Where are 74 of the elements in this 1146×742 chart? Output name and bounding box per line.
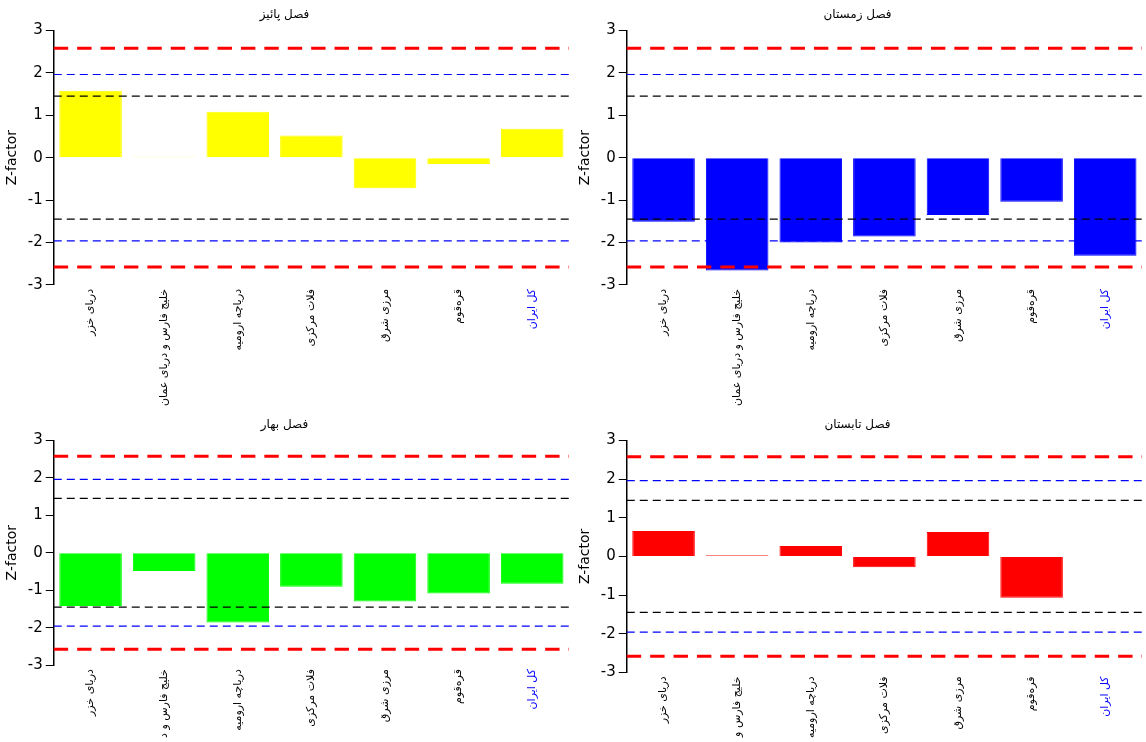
bar: [1000, 556, 1063, 598]
y-tick-label: -2: [27, 232, 43, 251]
x-tick-label: خلیج فارس و دریای عمان: [730, 288, 744, 407]
x-tick-label: فلات مرکزی: [304, 669, 318, 727]
x-tick-label: فلات مرکزی: [877, 288, 891, 347]
y-tick-label: 2: [606, 468, 616, 487]
x-tick-label: قره‌قوم: [1024, 676, 1038, 712]
y-tick-label: -1: [27, 189, 43, 208]
y-tick-label: -2: [27, 617, 43, 636]
y-tick-label: -1: [27, 580, 43, 599]
bar: [632, 530, 695, 556]
y-tick-label: -1: [600, 189, 616, 208]
x-tick-label: دریاچه ارومیه: [230, 668, 244, 731]
x-tick-label: مرزی شرق: [377, 288, 391, 343]
bar: [206, 111, 270, 158]
y-tick-label: 1: [33, 105, 43, 124]
y-tick-label: -3: [600, 662, 616, 681]
y-axis-title: Z-factor: [576, 528, 593, 585]
x-tick-label: فلات مرکزی: [877, 676, 891, 734]
y-tick-label: 0: [33, 147, 43, 166]
y-tick-label: 2: [33, 467, 43, 486]
x-tick-label: قره‌قوم: [1024, 288, 1038, 324]
x-tick-label: فلات مرکزی: [304, 288, 318, 347]
chart-title: فصل بهار: [259, 417, 309, 433]
y-tick-label: 2: [33, 62, 43, 81]
y-tick-label: -2: [600, 232, 616, 251]
bar: [353, 158, 417, 189]
y-tick-label: 0: [606, 546, 616, 565]
y-tick-label: -1: [600, 584, 616, 603]
bar: [500, 128, 564, 158]
x-tick-label: دریاچه ارومیه: [230, 288, 244, 351]
x-tick-label: مرزی شرق: [377, 668, 391, 723]
y-tick-label: 0: [33, 542, 43, 561]
x-tick-label: دریای خزر: [83, 288, 97, 337]
y-tick-label: 3: [33, 430, 43, 449]
y-tick-label: -3: [27, 274, 43, 293]
y-tick-label: -3: [27, 654, 43, 673]
x-tick-label: دریاچه ارومیه: [803, 676, 817, 738]
y-axis-title: Z-factor: [3, 129, 20, 186]
x-tick-label: خلیج فارس و دریای عمان: [157, 288, 171, 407]
y-axis-title: Z-factor: [576, 129, 593, 186]
y-tick-label: 3: [33, 20, 43, 39]
bar: [59, 90, 122, 158]
y-tick-label: 0: [606, 147, 616, 166]
y-tick-label: 1: [606, 105, 616, 124]
y-tick-label: 2: [606, 62, 616, 81]
bar: [926, 532, 990, 556]
y-tick-label: 1: [606, 507, 616, 526]
bar: [779, 545, 843, 556]
x-tick-label: کل ایران: [525, 668, 539, 710]
bar: [280, 135, 343, 158]
y-tick-label: -3: [600, 274, 616, 293]
x-tick-label: دریاچه ارومیه: [803, 288, 817, 351]
chart-title: فصل تابستان: [824, 417, 891, 432]
y-tick-label: 1: [33, 505, 43, 524]
x-tick-label: قره‌قوم: [451, 669, 465, 704]
y-tick-label: 3: [606, 430, 616, 449]
x-tick-label: دریای خزر: [656, 288, 670, 337]
y-axis-title: Z-factor: [3, 524, 20, 581]
bar: [853, 556, 916, 568]
x-tick-label: خلیج فارس و د: [157, 669, 171, 739]
y-tick-label: -2: [600, 623, 616, 642]
x-tick-label: کل ایران: [1098, 675, 1112, 717]
x-tick-label: مرزی شرق: [950, 288, 964, 343]
x-tick-label: دریای خزر: [656, 676, 670, 725]
x-tick-label: کل ایران: [1098, 288, 1112, 330]
chart-title: فصل پائیز: [258, 7, 310, 23]
chart-title: فصل زمستان: [823, 7, 892, 23]
y-tick-label: 3: [606, 20, 616, 39]
x-tick-label: قره‌قوم: [451, 288, 465, 324]
x-tick-label: کل ایران: [525, 288, 539, 330]
x-tick-label: خلیج فارس و: [730, 676, 744, 738]
x-tick-label: مرزی شرق: [950, 676, 964, 730]
x-tick-label: دریای خزر: [83, 669, 97, 718]
